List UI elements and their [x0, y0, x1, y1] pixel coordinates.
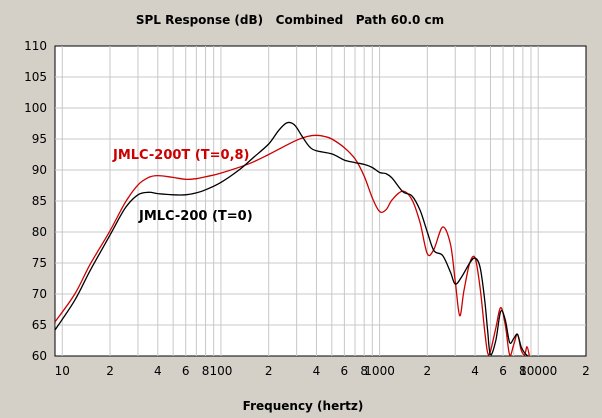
x-tick-label: 6 — [499, 364, 507, 378]
x-tick-label: 2 — [424, 364, 432, 378]
x-axis-label: Frequency (hertz) — [243, 399, 364, 413]
y-axis-ticks: 110 105 100 95 90 85 80 75 70 65 60 — [24, 39, 47, 363]
x-tick-label: 2 — [582, 364, 590, 378]
y-tick-label: 110 — [24, 39, 47, 53]
x-tick-label: 4 — [471, 364, 479, 378]
x-tick-label: 10000 — [519, 364, 557, 378]
x-tick-label: 8 — [519, 364, 527, 378]
x-tick-label: 1000 — [364, 364, 395, 378]
y-tick-label: 60 — [32, 349, 47, 363]
x-tick-label: 8 — [360, 364, 368, 378]
x-tick-label: 2 — [265, 364, 273, 378]
grid — [55, 46, 586, 356]
y-tick-label: 75 — [32, 256, 47, 270]
y-tick-label: 90 — [32, 163, 47, 177]
series-line-jmlc-200 — [55, 121, 529, 356]
x-tick-label: 100 — [209, 364, 232, 378]
annotation-jmlc-200: JMLC-200 (T=0) — [138, 209, 253, 224]
y-tick-label: 65 — [32, 318, 47, 332]
x-tick-label: 8 — [202, 364, 210, 378]
annotation-jmlc-200t: JMLC-200T (T=0,8) — [112, 148, 250, 163]
x-tick-label: 6 — [182, 364, 190, 378]
y-tick-label: 95 — [32, 132, 47, 146]
x-tick-label: 10 — [55, 364, 70, 378]
x-tick-label: 4 — [313, 364, 321, 378]
y-tick-label: 105 — [24, 70, 47, 84]
x-tick-label: 4 — [154, 364, 162, 378]
series-lines — [55, 121, 531, 356]
y-tick-label: 80 — [32, 225, 47, 239]
x-tick-label: 6 — [341, 364, 349, 378]
y-tick-label: 100 — [24, 101, 47, 115]
y-tick-label: 85 — [32, 194, 47, 208]
chart-title: SPL Response (dB) Combined Path 60.0 cm — [136, 13, 444, 27]
x-tick-label: 2 — [106, 364, 114, 378]
series-line-jmlc-200t — [55, 134, 531, 356]
y-tick-label: 70 — [32, 287, 47, 301]
